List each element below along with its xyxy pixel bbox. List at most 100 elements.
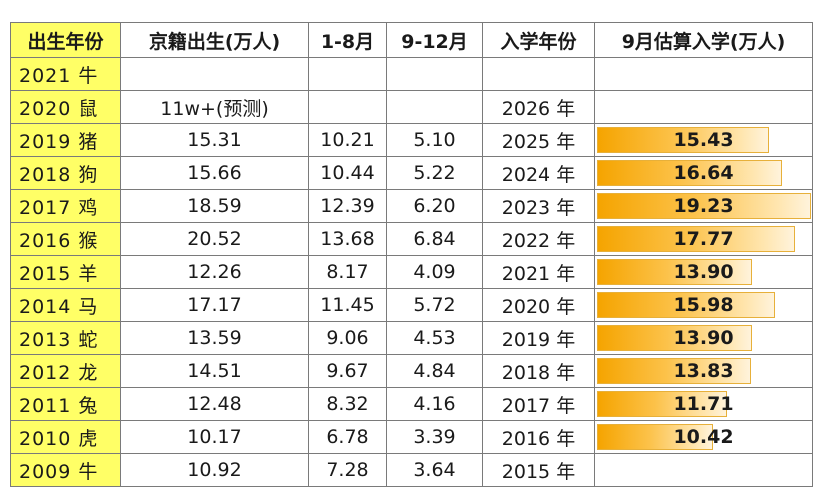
header-birth-year: 出生年份 bbox=[10, 22, 121, 58]
cell-school-year: 2015 年 bbox=[482, 453, 595, 487]
cell-birth-year: 2013 蛇 bbox=[10, 321, 121, 355]
cell-birth-year: 2012 龙 bbox=[10, 354, 121, 388]
enrollment-value: 13.90 bbox=[673, 261, 734, 283]
cell-beijing-births: 17.17 bbox=[120, 288, 309, 322]
table-row: 2017 鸡 18.59 12.39 6.20 2023 年 19.23 bbox=[10, 189, 813, 223]
cell-sep-dec bbox=[386, 57, 483, 91]
cell-birth-year: 2011 兔 bbox=[10, 387, 121, 421]
enrollment-data-bar bbox=[597, 391, 727, 417]
table-row: 2014 马 17.17 11.45 5.72 2020 年 15.98 bbox=[10, 288, 813, 322]
table-row: 2020 鼠 11w+(预测) 2026 年 bbox=[10, 90, 813, 124]
table-body: 2021 牛 2020 鼠 11w+(预测) 2026 年 2019 猪 15.31 10.… bbox=[10, 57, 813, 487]
cell-sep-dec: 5.10 bbox=[386, 123, 483, 157]
header-row: 出生年份 京籍出生(万人) 1-8月 9-12月 入学年份 9月估算入学(万人) bbox=[10, 22, 813, 58]
cell-september-enrollment: 10.42 bbox=[594, 420, 813, 454]
enrollment-value: 10.42 bbox=[673, 426, 734, 448]
cell-birth-year: 2017 鸡 bbox=[10, 189, 121, 223]
cell-birth-year: 2015 羊 bbox=[10, 255, 121, 289]
table-row: 2016 猴 20.52 13.68 6.84 2022 年 17.77 bbox=[10, 222, 813, 256]
cell-september-enrollment: 15.98 bbox=[594, 288, 813, 322]
cell-beijing-births: 10.92 bbox=[120, 453, 309, 487]
data-table: 出生年份 京籍出生(万人) 1-8月 9-12月 入学年份 9月估算入学(万人)… bbox=[10, 22, 813, 487]
enrollment-value: 15.43 bbox=[673, 129, 734, 151]
cell-beijing-births: 14.51 bbox=[120, 354, 309, 388]
cell-birth-year: 2014 马 bbox=[10, 288, 121, 322]
cell-jan-aug bbox=[308, 90, 387, 124]
table-row: 2021 牛 bbox=[10, 57, 813, 91]
enrollment-data-bar bbox=[597, 226, 795, 252]
cell-jan-aug: 13.68 bbox=[308, 222, 387, 256]
cell-birth-year: 2009 牛 bbox=[10, 453, 121, 487]
cell-school-year: 2024 年 bbox=[482, 156, 595, 190]
table-row: 2010 虎 10.17 6.78 3.39 2016 年 10.42 bbox=[10, 420, 813, 454]
enrollment-data-bar bbox=[597, 292, 775, 318]
cell-school-year: 2019 年 bbox=[482, 321, 595, 355]
cell-jan-aug: 7.28 bbox=[308, 453, 387, 487]
cell-sep-dec: 4.09 bbox=[386, 255, 483, 289]
cell-school-year: 2020 年 bbox=[482, 288, 595, 322]
enrollment-value: 13.90 bbox=[673, 327, 734, 349]
cell-school-year: 2017 年 bbox=[482, 387, 595, 421]
cell-jan-aug: 8.17 bbox=[308, 255, 387, 289]
enrollment-value: 15.98 bbox=[673, 294, 734, 316]
cell-sep-dec: 4.16 bbox=[386, 387, 483, 421]
table-row: 2012 龙 14.51 9.67 4.84 2018 年 13.83 bbox=[10, 354, 813, 388]
cell-jan-aug: 9.06 bbox=[308, 321, 387, 355]
header-beijing-births: 京籍出生(万人) bbox=[120, 22, 309, 58]
enrollment-data-bar bbox=[597, 193, 811, 219]
table-row: 2011 兔 12.48 8.32 4.16 2017 年 11.71 bbox=[10, 387, 813, 421]
cell-school-year: 2021 年 bbox=[482, 255, 595, 289]
cell-sep-dec: 5.22 bbox=[386, 156, 483, 190]
cell-beijing-births: 15.66 bbox=[120, 156, 309, 190]
table-row: 2013 蛇 13.59 9.06 4.53 2019 年 13.90 bbox=[10, 321, 813, 355]
cell-sep-dec: 3.64 bbox=[386, 453, 483, 487]
cell-beijing-births: 11w+(预测) bbox=[120, 90, 309, 124]
enrollment-data-bar bbox=[597, 160, 782, 186]
cell-birth-year: 2021 牛 bbox=[10, 57, 121, 91]
enrollment-value: 13.83 bbox=[673, 360, 734, 382]
cell-school-year: 2025 年 bbox=[482, 123, 595, 157]
cell-sep-dec: 5.72 bbox=[386, 288, 483, 322]
enrollment-data-bar bbox=[597, 325, 752, 351]
header-jan-aug: 1-8月 bbox=[308, 22, 387, 58]
cell-beijing-births: 15.31 bbox=[120, 123, 309, 157]
cell-birth-year: 2020 鼠 bbox=[10, 90, 121, 124]
table-row: 2019 猪 15.31 10.21 5.10 2025 年 15.43 bbox=[10, 123, 813, 157]
cell-birth-year: 2018 狗 bbox=[10, 156, 121, 190]
cell-sep-dec: 4.53 bbox=[386, 321, 483, 355]
cell-beijing-births: 13.59 bbox=[120, 321, 309, 355]
cell-jan-aug: 12.39 bbox=[308, 189, 387, 223]
enrollment-value: 17.77 bbox=[673, 228, 734, 250]
cell-school-year bbox=[482, 57, 595, 91]
enrollment-value: 11.71 bbox=[673, 393, 734, 415]
cell-birth-year: 2016 猴 bbox=[10, 222, 121, 256]
cell-birth-year: 2019 猪 bbox=[10, 123, 121, 157]
cell-school-year: 2022 年 bbox=[482, 222, 595, 256]
cell-school-year: 2018 年 bbox=[482, 354, 595, 388]
cell-birth-year: 2010 虎 bbox=[10, 420, 121, 454]
cell-sep-dec: 3.39 bbox=[386, 420, 483, 454]
cell-school-year: 2016 年 bbox=[482, 420, 595, 454]
cell-september-enrollment: 16.64 bbox=[594, 156, 813, 190]
cell-jan-aug: 8.32 bbox=[308, 387, 387, 421]
cell-september-enrollment: 11.71 bbox=[594, 387, 813, 421]
cell-jan-aug: 10.44 bbox=[308, 156, 387, 190]
cell-september-enrollment: 19.23 bbox=[594, 189, 813, 223]
cell-sep-dec: 6.84 bbox=[386, 222, 483, 256]
cell-september-enrollment: 13.90 bbox=[594, 255, 813, 289]
enrollment-data-bar bbox=[597, 424, 713, 450]
cell-beijing-births: 10.17 bbox=[120, 420, 309, 454]
cell-beijing-births: 18.59 bbox=[120, 189, 309, 223]
table-row: 2009 牛 10.92 7.28 3.64 2015 年 bbox=[10, 453, 813, 487]
cell-sep-dec bbox=[386, 90, 483, 124]
cell-september-enrollment: 13.83 bbox=[594, 354, 813, 388]
cell-september-enrollment: 15.43 bbox=[594, 123, 813, 157]
header-school-year: 入学年份 bbox=[482, 22, 595, 58]
cell-sep-dec: 6.20 bbox=[386, 189, 483, 223]
header-sep-dec: 9-12月 bbox=[386, 22, 483, 58]
enrollment-data-bar bbox=[597, 127, 769, 153]
cell-jan-aug: 9.67 bbox=[308, 354, 387, 388]
table-row: 2018 狗 15.66 10.44 5.22 2024 年 16.64 bbox=[10, 156, 813, 190]
enrollment-value: 19.23 bbox=[673, 195, 734, 217]
cell-september-enrollment bbox=[594, 57, 813, 91]
